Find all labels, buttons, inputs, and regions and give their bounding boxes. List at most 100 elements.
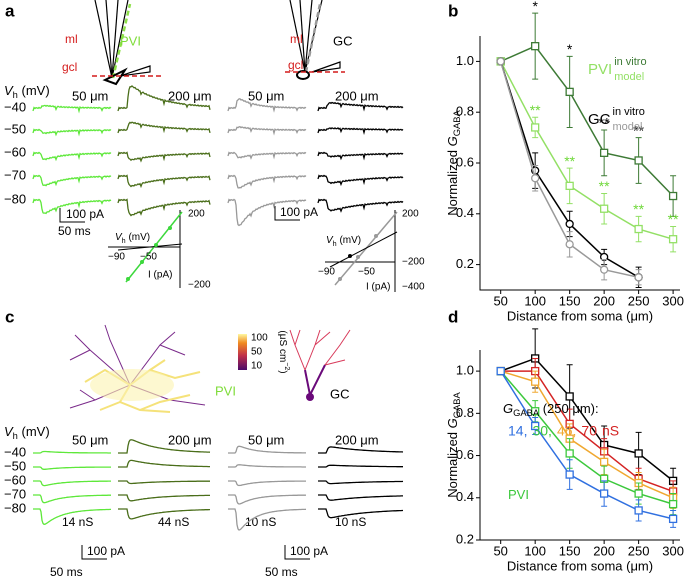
pvi-schematic (92, 0, 162, 86)
label-part: Normalized (445, 146, 460, 215)
cell-label: GC (333, 33, 353, 48)
legend-entry: 46, (557, 423, 576, 439)
legend-label: GC (588, 111, 611, 128)
label-part: GABA (513, 408, 540, 418)
unit-text: ) (277, 370, 288, 373)
layer-label: gcl (62, 60, 77, 74)
marker (634, 156, 643, 165)
marker (531, 123, 540, 132)
holding-label: −70 (4, 167, 26, 182)
current-trace (227, 98, 307, 113)
marker (565, 181, 574, 191)
current-trace (118, 494, 210, 502)
y-tick-label: 0.8 (456, 405, 474, 420)
series-line (500, 370, 674, 505)
label-part: G (445, 418, 460, 428)
current-trace (33, 508, 111, 525)
iv-tick: −90 (318, 267, 335, 278)
holding-label: −50 (4, 458, 26, 473)
y-tick-label: 0.2 (456, 256, 474, 271)
y-tick-label: 0.8 (456, 104, 474, 119)
current-trace (228, 494, 307, 505)
iv-inset (108, 210, 398, 292)
iv-tick: −50 (358, 267, 375, 278)
panel-label: b (448, 1, 458, 20)
x-tick-label: 250 (628, 543, 650, 558)
gc-schematic (285, 0, 345, 80)
iv-tick: 200 (188, 209, 205, 220)
conductance-label: 10 nS (245, 515, 276, 529)
symbol-label: Normalized GGABA (445, 110, 462, 216)
current-trace (118, 480, 210, 485)
current-trace (318, 508, 403, 519)
legend-unit: nS (602, 423, 619, 439)
current-trace (32, 128, 112, 137)
column-label: 50 μm (72, 88, 108, 103)
marker (599, 148, 609, 157)
scale-bar (284, 545, 310, 560)
column-label: 200 μm (335, 432, 379, 447)
current-trace (32, 151, 112, 162)
y-tick-label: 0.2 (456, 531, 474, 546)
series-line (500, 45, 674, 197)
y-tick-label: 0.6 (456, 154, 474, 169)
legend-entry: in vitro (614, 56, 646, 68)
label-part: (mV) (18, 83, 50, 98)
x-axis-label: Distance from soma (μm) (507, 558, 653, 573)
conductance-label: 14 nS (62, 515, 93, 529)
x-tick-label: 300 (662, 293, 684, 308)
iv-axis-label: I (pA) (366, 282, 390, 293)
label-part: GABA (452, 110, 462, 137)
marker (531, 174, 540, 183)
label-part: V (115, 232, 123, 243)
marker (599, 489, 609, 498)
pvi-morphology (69, 324, 206, 413)
symbol-label: Normalized GGABA (445, 392, 462, 498)
current-trace (32, 174, 112, 187)
marker (565, 87, 574, 97)
holding-label: −60 (4, 144, 26, 159)
holding-label: −50 (4, 121, 26, 136)
label-part: Normalized (445, 428, 460, 497)
marker (565, 470, 574, 479)
colorbar-tick: 10 (251, 361, 263, 372)
significance: * (532, 0, 538, 14)
marker (531, 377, 540, 386)
x-tick-label: 50 (493, 293, 507, 308)
panel-label: c (5, 307, 14, 326)
scale-label: 100 pA (87, 544, 125, 558)
significance: ** (599, 178, 610, 194)
holding-label: −80 (4, 500, 26, 515)
column-label: 200 μm (168, 88, 212, 103)
current-trace (228, 480, 306, 487)
cell-label: PVI (215, 383, 236, 398)
cell-label: PVI (120, 33, 141, 48)
marker (531, 407, 540, 416)
x-axis-label: Distance from soma (μm) (507, 308, 653, 323)
label-part: (mV) (18, 424, 50, 439)
significance: ** (599, 115, 610, 131)
x-tick-label: 200 (593, 543, 615, 558)
series-line (500, 61, 674, 240)
marker (565, 219, 574, 229)
label-part: h (333, 239, 337, 248)
current-trace (32, 198, 112, 215)
label-part: h (13, 431, 18, 441)
column-label: 50 μm (248, 88, 284, 103)
symbol-label: GGABA (250 μm): (503, 401, 599, 418)
symbol-label: Vh (mV) (4, 83, 50, 100)
current-trace (33, 466, 111, 470)
legend-entry: model (613, 121, 643, 133)
x-tick-label: 150 (559, 543, 581, 558)
marker (565, 392, 574, 401)
label-part: GABA (452, 392, 462, 419)
conductance-label: 44 nS (158, 515, 189, 529)
legend-entry: 30, (532, 423, 551, 439)
label-part: h (122, 236, 126, 245)
y-tick-label: 0.4 (456, 489, 474, 504)
y-tick-label: 0.6 (456, 447, 474, 462)
current-trace (228, 464, 306, 468)
marker (634, 489, 643, 498)
marker (634, 506, 643, 515)
legend-entry: 70 (581, 423, 597, 439)
